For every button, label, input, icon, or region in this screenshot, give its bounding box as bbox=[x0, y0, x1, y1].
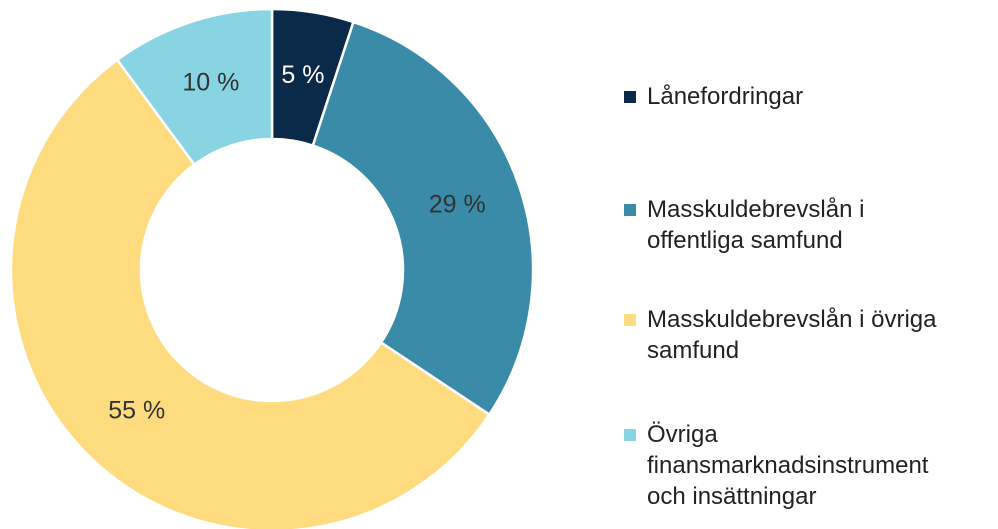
legend-swatch bbox=[624, 314, 636, 326]
legend-item: Lånefordringar bbox=[624, 81, 984, 112]
legend-label: Övriga finansmarknadsinstrument och insä… bbox=[647, 421, 929, 510]
legend-item: Masskuldebrevslån i offentliga samfund bbox=[624, 194, 984, 256]
data-label: 10 % bbox=[182, 68, 239, 96]
legend-item: Övriga finansmarknadsinstrument och insä… bbox=[624, 419, 984, 512]
donut-slice bbox=[9, 58, 492, 529]
legend-label: Masskuldebrevslån i offentliga samfund bbox=[647, 196, 865, 254]
data-label: 29 % bbox=[429, 191, 486, 219]
donut-slice bbox=[311, 20, 535, 417]
donut-slice bbox=[115, 7, 274, 167]
data-label: 5 % bbox=[281, 61, 324, 89]
legend-swatch bbox=[624, 429, 636, 441]
legend-swatch bbox=[624, 91, 636, 103]
legend-label: Masskuldebrevslån i övriga samfund bbox=[647, 306, 937, 364]
legend-label: Lånefordringar bbox=[647, 83, 804, 110]
legend-swatch bbox=[624, 204, 636, 216]
legend-item: Masskuldebrevslån i övriga samfund bbox=[624, 304, 984, 366]
data-label: 55 % bbox=[108, 396, 165, 424]
